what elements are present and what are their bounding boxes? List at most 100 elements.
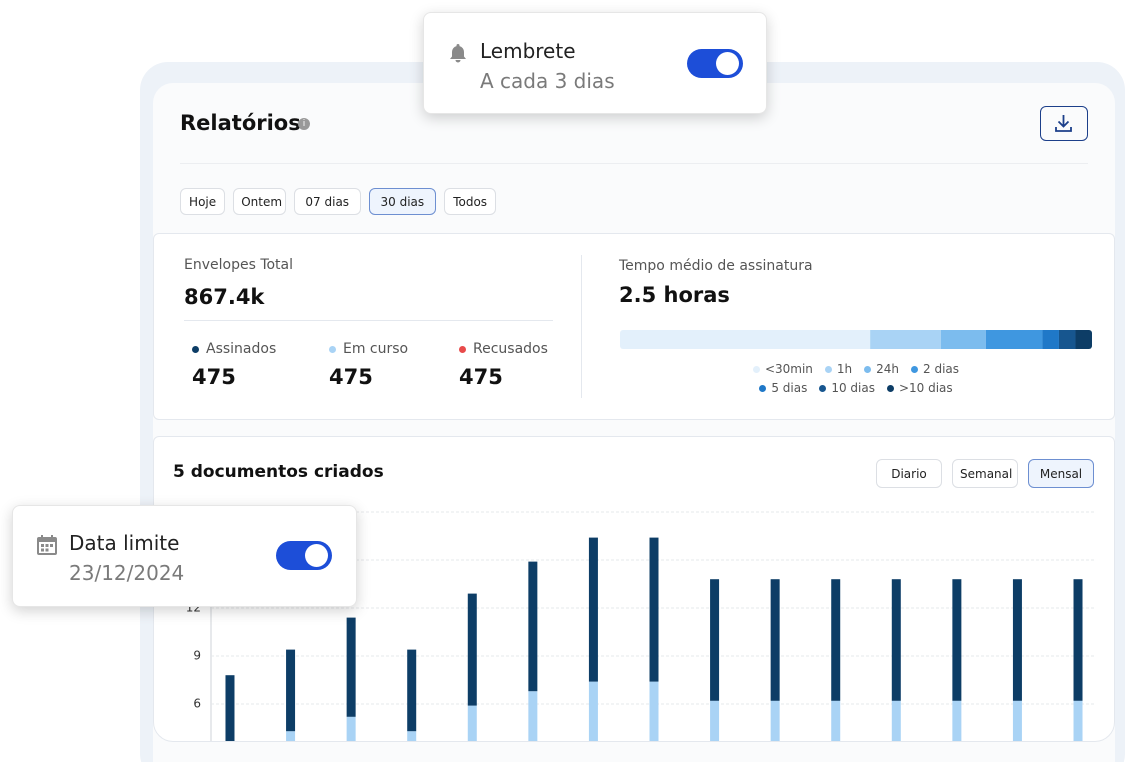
- summary-section: [153, 233, 1115, 420]
- stat-dot: [192, 346, 199, 353]
- segment: [940, 330, 986, 349]
- reminder-card: Lembrete A cada 3 dias: [423, 12, 767, 114]
- filter-button[interactable]: 30 dias: [368, 188, 436, 215]
- y-tick-label: 9: [193, 649, 201, 663]
- bar-segment: [831, 700, 841, 741]
- bar-segment: [346, 716, 356, 741]
- chart-title: 5 documentos criados: [173, 462, 384, 482]
- legend-dot: [824, 366, 832, 373]
- period-button[interactable]: Diario: [876, 459, 942, 488]
- bar-segment: [1012, 700, 1022, 741]
- legend-item: 2 dias: [911, 362, 959, 376]
- stat-dot: [329, 346, 336, 353]
- bar-segment: [891, 700, 901, 741]
- stat-label: Recusados: [473, 341, 548, 357]
- bar-segment: [528, 691, 538, 741]
- bar-segment: [467, 593, 477, 706]
- segment: [620, 330, 871, 349]
- calendar-icon: [37, 535, 57, 555]
- legend-label: 24h: [876, 362, 900, 376]
- bar-segment: [710, 579, 720, 701]
- bar-segment: [225, 675, 235, 741]
- bar-segment: [1073, 579, 1083, 701]
- bar-segment: [952, 700, 962, 741]
- segment: [1042, 330, 1059, 349]
- filter-button[interactable]: Hoje: [180, 188, 226, 215]
- bar-segment: [891, 579, 901, 701]
- bar-segment: [286, 649, 296, 732]
- legend-label: 1h: [836, 362, 853, 376]
- stat-value: 475: [192, 365, 236, 389]
- signing-time-label: Tempo médio de assinatura: [619, 258, 813, 274]
- legend-item: <30min: [752, 362, 813, 376]
- stat-dot: [459, 346, 466, 353]
- legend: <30min 1h 24h 2 dias: [620, 362, 1092, 376]
- stat-value: 475: [459, 365, 503, 389]
- bar-segment: [1073, 700, 1083, 741]
- info-icon[interactable]: i: [298, 118, 310, 130]
- download-button[interactable]: [1040, 106, 1088, 141]
- period-button[interactable]: Mensal: [1028, 459, 1094, 488]
- envelopes-label: Envelopes Total: [184, 257, 294, 273]
- segment: [1058, 330, 1076, 349]
- legend-item: >10 dias: [886, 381, 953, 395]
- y-tick-label: 6: [193, 697, 201, 711]
- bar-segment: [346, 617, 356, 717]
- legend-item: 10 dias: [819, 381, 875, 395]
- legend-dot: [819, 385, 827, 392]
- bar-segment: [649, 681, 659, 741]
- legend-dot: [886, 385, 894, 392]
- filter-button[interactable]: Ontem: [233, 188, 286, 215]
- deadline-toggle[interactable]: [276, 541, 332, 570]
- divider: [180, 163, 1088, 164]
- legend-dot: [911, 366, 919, 373]
- legend-label: 5 dias: [771, 381, 808, 395]
- bar-segment: [286, 731, 296, 741]
- deadline-date: 23/12/2024: [69, 561, 185, 585]
- filter-button[interactable]: Todos: [443, 188, 497, 215]
- bar-segment: [770, 700, 780, 741]
- page-title: Relatórios: [180, 111, 301, 135]
- bar-segment: [407, 649, 417, 732]
- legend-item: 5 dias: [759, 381, 807, 395]
- filter-button[interactable]: 07 dias: [293, 188, 361, 215]
- legend-item: 1h: [824, 362, 853, 376]
- legend-label: 2 dias: [923, 362, 960, 376]
- legend-item: 24h: [864, 362, 899, 376]
- bar-segment: [649, 537, 659, 682]
- signing-time-value: 2.5 horas: [619, 283, 730, 307]
- bar-segment: [467, 705, 477, 741]
- segments: [620, 330, 1092, 349]
- bar-segment: [588, 537, 598, 682]
- legend-label: >10 dias: [898, 381, 953, 395]
- stat-label: Assinados: [206, 341, 277, 357]
- segment: [985, 330, 1043, 349]
- period-button[interactable]: Semanal: [952, 459, 1018, 488]
- bell-icon: [450, 44, 466, 63]
- legend-dot: [752, 366, 760, 373]
- bar-segment: [952, 579, 962, 701]
- reminder-toggle[interactable]: [687, 49, 743, 78]
- legend-label: 10 dias: [831, 381, 875, 395]
- legend: 5 dias 10 dias >10 dias: [620, 381, 1092, 395]
- bar-segment: [710, 700, 720, 741]
- stat-label: Em curso: [343, 341, 409, 357]
- bar-segment: [588, 681, 598, 741]
- envelopes-total: 867.4k: [184, 285, 265, 309]
- bar-segment: [770, 579, 780, 701]
- segment: [1075, 330, 1092, 349]
- stat-value: 475: [329, 365, 373, 389]
- download-icon: [1055, 115, 1072, 132]
- legend-label: <30min: [764, 362, 813, 376]
- deadline-title: Data limite: [69, 531, 180, 555]
- deadline-card: Data limite 23/12/2024: [12, 505, 357, 607]
- legend-dot: [864, 366, 872, 373]
- distribution-bar: [620, 330, 1092, 349]
- segment: [870, 330, 941, 349]
- divider: [184, 320, 553, 321]
- bar-segment: [407, 731, 417, 741]
- reminder-subtitle: A cada 3 dias: [480, 69, 615, 93]
- bar-segment: [831, 579, 841, 701]
- bar-segment: [528, 561, 538, 692]
